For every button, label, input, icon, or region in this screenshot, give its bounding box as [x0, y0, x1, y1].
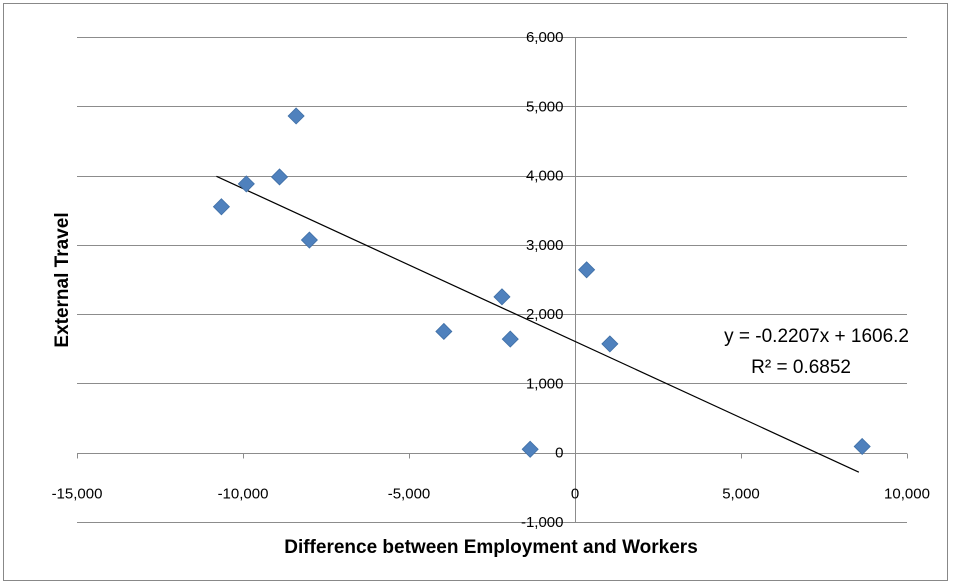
x-tick-label: 5,000	[722, 486, 760, 503]
data-point	[493, 288, 511, 306]
data-point	[853, 437, 871, 456]
x-axis-title: Difference between Employment and Worker…	[284, 537, 698, 558]
trendline-r-squared: R² = 0.6852	[751, 357, 851, 378]
x-tick-label: 0	[571, 486, 579, 503]
y-tick-label: 5,000	[526, 98, 564, 115]
x-tick-label: -15,000	[52, 486, 103, 503]
trendline-group	[216, 175, 860, 473]
data-point	[435, 322, 453, 341]
y-axis-title: External Travel	[52, 212, 73, 347]
data-point	[601, 335, 619, 353]
trendline	[216, 175, 860, 473]
data-point	[237, 175, 255, 193]
x-tick-label: -10,000	[218, 486, 269, 503]
data-point	[270, 168, 289, 186]
chart-area	[3, 3, 948, 581]
y-tick-label: 6,000	[526, 29, 564, 46]
data-point	[212, 198, 230, 216]
data-point	[521, 440, 539, 458]
y-tick-labels: -1,000 0 1,000 2,000 3,000 4,000 5,000 6,000	[521, 29, 564, 531]
data-point	[300, 231, 318, 249]
axes	[77, 37, 908, 523]
data-point	[578, 261, 596, 279]
x-tick-label: 10,000	[884, 486, 930, 503]
trendline-equation: y = -0.2207x + 1606.2	[724, 326, 909, 347]
y-tick-label: 0	[555, 445, 563, 462]
y-tick-label: 2,000	[526, 306, 564, 323]
y-tick-label: 3,000	[526, 237, 564, 254]
x-tick-labels: -15,000 -10,000 -5,000 0 5,000 10,000	[52, 486, 930, 503]
data-point	[287, 107, 305, 125]
data-points	[212, 107, 871, 458]
gridlines	[77, 37, 907, 523]
y-tick-label: 1,000	[526, 375, 564, 392]
y-tick-label: -1,000	[521, 514, 564, 531]
data-point	[501, 330, 519, 348]
y-tick-label: 4,000	[526, 168, 564, 185]
x-tick-label: -5,000	[388, 486, 431, 503]
